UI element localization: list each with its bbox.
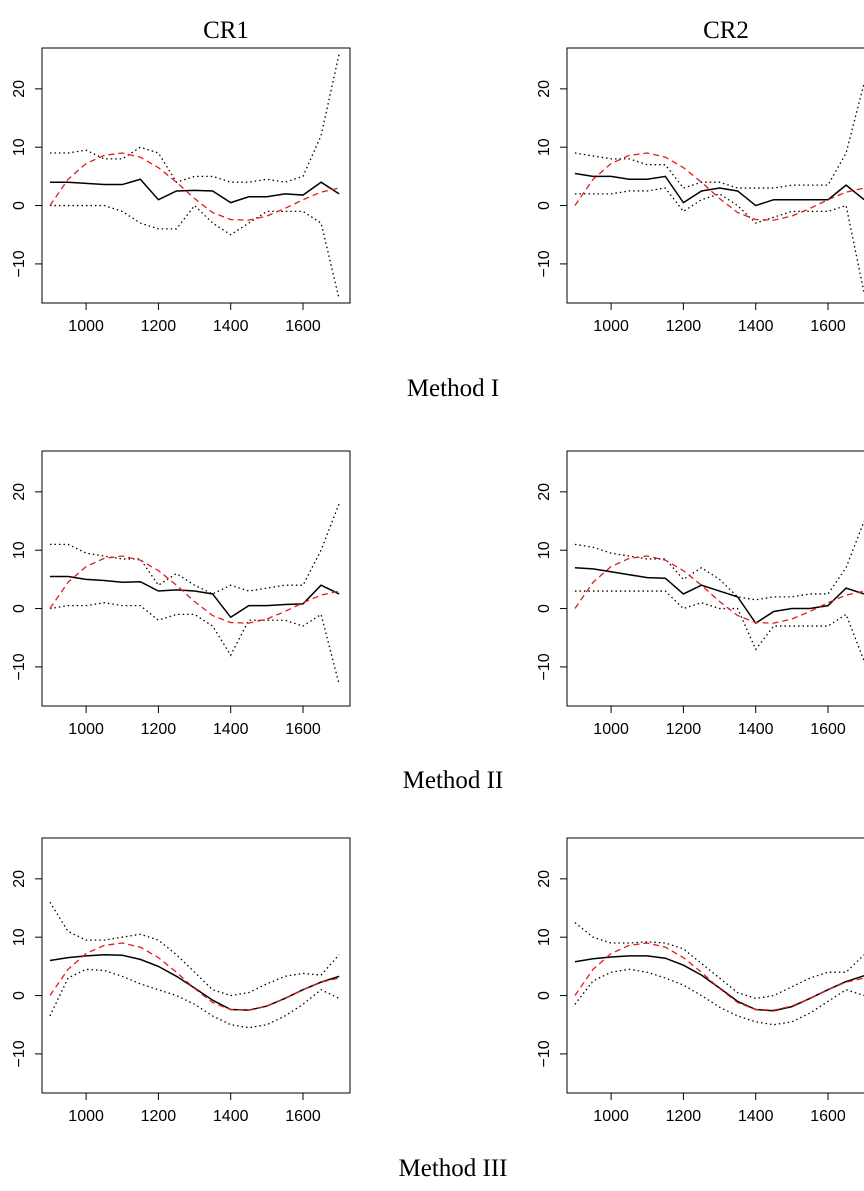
plot-frame: [566, 47, 864, 304]
series-line: [49, 53, 340, 183]
y-tick-label: 10: [536, 138, 553, 156]
y-tick-label: −10: [11, 653, 28, 680]
x-tick-label: 1600: [810, 721, 846, 738]
series-line: [574, 968, 864, 1026]
plot-frame: [566, 837, 864, 1094]
y-tick-label: 20: [11, 80, 28, 98]
x-tick-label: 1200: [141, 1108, 177, 1125]
x-tick-label: 1000: [593, 1108, 629, 1125]
x-tick-label: 1000: [68, 318, 104, 335]
row-title: Method III: [399, 1155, 508, 1182]
x-tick-label: 1200: [141, 721, 177, 738]
series-line: [574, 172, 864, 207]
y-tick-label: 0: [536, 201, 553, 210]
series-line: [574, 555, 864, 624]
series-line: [49, 953, 340, 1011]
series-line: [49, 901, 340, 997]
plot-frame: [41, 837, 351, 1094]
y-tick-label: 20: [11, 870, 28, 888]
x-tick-label: 1400: [213, 721, 249, 738]
column-title: CR1: [203, 17, 249, 44]
x-tick-label: 1600: [285, 721, 321, 738]
x-tick-label: 1000: [68, 721, 104, 738]
series-line: [49, 178, 340, 204]
x-tick-label: 1600: [810, 318, 846, 335]
x-tick-label: 1000: [68, 1108, 104, 1125]
series-line: [574, 942, 864, 1011]
series-line: [49, 575, 340, 619]
series-line: [574, 922, 864, 1000]
series-line: [574, 82, 864, 189]
x-tick-label: 1400: [738, 721, 774, 738]
series-line: [49, 503, 340, 595]
y-tick-label: 20: [536, 483, 553, 501]
y-tick-label: −10: [536, 250, 553, 277]
x-tick-label: 1200: [666, 721, 702, 738]
x-tick-label: 1200: [141, 318, 177, 335]
series-line: [49, 942, 340, 1011]
plot-frame: [41, 450, 351, 707]
x-tick-label: 1000: [593, 318, 629, 335]
series-line: [49, 602, 340, 685]
y-tick-label: 10: [11, 138, 28, 156]
x-tick-label: 1600: [810, 1108, 846, 1125]
x-tick-label: 1400: [213, 318, 249, 335]
y-tick-label: 20: [536, 80, 553, 98]
y-tick-label: 0: [536, 991, 553, 1000]
y-tick-label: 20: [536, 870, 553, 888]
x-tick-label: 1400: [738, 1108, 774, 1125]
series-line: [574, 152, 864, 221]
y-tick-label: 0: [11, 604, 28, 613]
y-tick-label: −10: [11, 250, 28, 277]
series-line: [49, 555, 340, 624]
y-tick-label: 10: [11, 928, 28, 946]
plot-frame: [566, 450, 864, 707]
plot-frame: [41, 47, 351, 304]
series-line: [574, 955, 864, 1012]
y-tick-label: −10: [536, 1040, 553, 1067]
y-tick-label: 10: [536, 928, 553, 946]
series-line: [574, 590, 864, 662]
column-title: CR2: [703, 17, 749, 44]
row-title: Method I: [407, 375, 499, 402]
x-tick-label: 1200: [666, 318, 702, 335]
series-line: [49, 152, 340, 221]
x-tick-label: 1400: [213, 1108, 249, 1125]
y-tick-label: 0: [11, 991, 28, 1000]
x-tick-label: 1200: [666, 1108, 702, 1125]
x-tick-label: 1000: [593, 721, 629, 738]
y-tick-label: 20: [11, 483, 28, 501]
x-tick-label: 1600: [285, 318, 321, 335]
x-tick-label: 1600: [285, 1108, 321, 1125]
y-tick-label: 10: [11, 541, 28, 559]
y-tick-label: −10: [11, 1040, 28, 1067]
series-line: [574, 566, 864, 625]
y-tick-label: 0: [536, 604, 553, 613]
series-line: [49, 968, 340, 1029]
row-title: Method II: [403, 767, 504, 794]
x-tick-label: 1400: [738, 318, 774, 335]
series-line: [49, 204, 340, 300]
y-tick-label: 10: [536, 541, 553, 559]
y-tick-label: 0: [11, 201, 28, 210]
series-line: [574, 520, 864, 601]
y-tick-label: −10: [536, 653, 553, 680]
